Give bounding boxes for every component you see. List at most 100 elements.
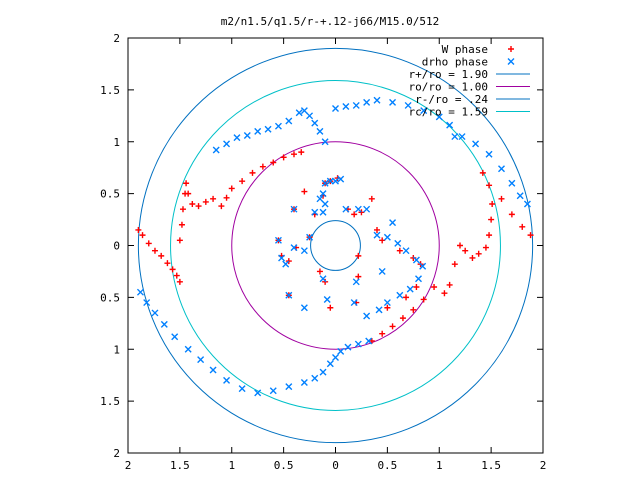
point-1-63: [319, 190, 327, 198]
point-1-69: [319, 208, 327, 216]
point-0-69: [355, 252, 362, 259]
point-1-7: [209, 366, 217, 374]
x-tick-label: 0.5: [377, 459, 397, 472]
point-1-58: [290, 244, 298, 252]
point-1-44: [435, 113, 443, 121]
y-tick-label: 2: [113, 32, 120, 45]
point-0-7: [173, 272, 180, 279]
point-1-36: [332, 105, 339, 113]
point-0-80: [384, 304, 391, 311]
point-0-74: [379, 237, 386, 244]
circle-1: [231, 141, 440, 350]
point-1-52: [516, 192, 524, 200]
point-0-1: [139, 232, 146, 239]
point-0-58: [301, 188, 308, 195]
point-0-61: [316, 268, 323, 275]
point-0-10: [178, 221, 185, 228]
point-0-3: [151, 247, 158, 254]
point-1-65: [326, 177, 334, 185]
point-1-49: [485, 150, 493, 158]
point-1-84: [383, 299, 391, 307]
point-1-27: [295, 109, 303, 117]
point-1-57: [290, 205, 298, 213]
point-0-70: [355, 273, 362, 280]
point-1-22: [321, 138, 329, 146]
chart-title: m2/n1.5/q1.5/r-+.12-j66/M15.0/512: [221, 15, 440, 28]
point-0-20: [223, 194, 230, 201]
point-1-2: [151, 309, 159, 317]
circle-0: [137, 47, 534, 444]
point-1-87: [319, 275, 327, 283]
point-1-28: [285, 117, 293, 125]
point-1-32: [243, 132, 251, 140]
point-0-0: [135, 226, 142, 233]
point-1-90: [285, 291, 293, 299]
point-1-20: [354, 340, 362, 348]
point-1-64: [321, 179, 329, 187]
point-1-78: [402, 247, 410, 255]
point-0-14: [185, 190, 192, 197]
point-1-5: [184, 345, 192, 353]
point-1-23: [316, 127, 324, 135]
point-1-13: [300, 378, 308, 386]
point-0-4: [158, 252, 165, 259]
y-tick-label: 1.5: [100, 84, 120, 97]
point-0-72: [368, 195, 375, 202]
legend-label-5: rc/ro = 1.59: [409, 106, 488, 119]
point-1-72: [350, 299, 358, 307]
series-1: [136, 96, 531, 397]
legend-label-3: ro/ro = 1.00: [409, 81, 488, 94]
point-1-8: [223, 376, 231, 384]
point-0-15: [189, 201, 196, 207]
point-0-38: [451, 261, 458, 268]
point-0-24: [259, 163, 266, 170]
point-1-73: [354, 205, 362, 213]
point-1-6: [197, 356, 205, 364]
point-1-35: [212, 146, 220, 154]
x-tick-label: 1: [228, 459, 235, 472]
point-1-82: [406, 285, 414, 293]
point-1-75: [373, 231, 381, 239]
point-0-6: [169, 266, 176, 273]
point-1-24: [311, 119, 319, 127]
point-0-8: [176, 278, 183, 285]
point-1-45: [446, 121, 454, 129]
point-0-31: [389, 323, 396, 330]
point-1-76: [383, 233, 391, 241]
point-1-53: [523, 200, 531, 208]
point-1-29: [274, 122, 282, 130]
point-0-75: [396, 247, 403, 254]
point-1-14: [311, 374, 319, 382]
point-0-48: [479, 169, 486, 176]
legend-label-0: W phase: [442, 43, 488, 56]
point-1-16: [326, 360, 334, 368]
point-0-47: [486, 182, 493, 189]
point-1-33: [233, 134, 241, 142]
point-1-11: [269, 387, 277, 395]
point-1-60: [306, 233, 314, 241]
x-tick-label: 0: [332, 459, 339, 472]
point-1-61: [311, 208, 319, 216]
point-0-19: [218, 203, 225, 210]
point-0-28: [298, 149, 305, 156]
legend-label-4: r-/ro = .24: [415, 93, 488, 106]
point-1-91: [378, 267, 386, 275]
point-1-0: [136, 288, 144, 296]
y-tick-label: 1.5: [100, 395, 120, 408]
point-1-55: [278, 254, 286, 262]
point-1-80: [419, 262, 427, 270]
y-tick-label: 2: [113, 447, 120, 460]
point-1-74: [363, 205, 371, 213]
point-0-50: [508, 211, 515, 218]
y-tick-label: 1: [113, 343, 120, 356]
point-1-19: [344, 343, 352, 351]
x-tick-label: 2: [125, 459, 132, 472]
point-1-68: [321, 200, 329, 208]
y-tick-label: 0: [113, 240, 120, 253]
point-1-31: [254, 127, 262, 135]
point-1-25: [306, 112, 314, 120]
point-1-83: [396, 291, 404, 299]
point-1-18: [337, 347, 345, 355]
point-1-77: [394, 239, 402, 247]
legend-swatch-0: [508, 46, 514, 52]
